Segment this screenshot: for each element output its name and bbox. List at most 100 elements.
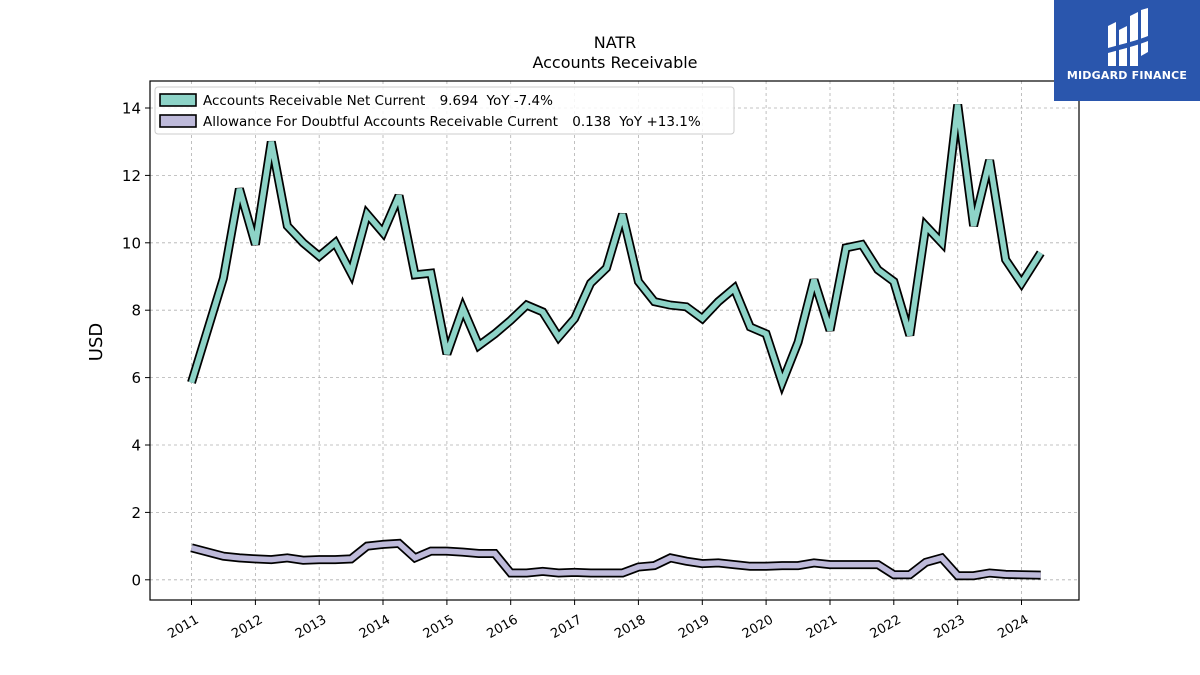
data-point bbox=[510, 320, 511, 321]
data-point bbox=[335, 559, 336, 560]
data-point bbox=[925, 562, 926, 563]
x-tick-label: 2013 bbox=[293, 612, 329, 642]
data-point bbox=[526, 573, 527, 574]
data-point bbox=[909, 335, 910, 336]
data-point bbox=[542, 311, 543, 312]
legend-entry-ar-net: Accounts Receivable Net Current 9.694 Yo… bbox=[203, 93, 553, 109]
data-point bbox=[319, 559, 320, 560]
data-point bbox=[367, 214, 368, 215]
data-point bbox=[430, 273, 431, 274]
legend-box bbox=[154, 86, 735, 135]
data-point bbox=[686, 306, 687, 307]
data-point bbox=[335, 242, 336, 243]
data-point bbox=[782, 565, 783, 566]
data-point bbox=[846, 564, 847, 565]
data-point bbox=[702, 563, 703, 564]
data-point bbox=[478, 553, 479, 554]
data-point bbox=[606, 268, 607, 269]
x-tick-label: 2023 bbox=[932, 612, 968, 642]
data-point bbox=[606, 573, 607, 574]
data-point bbox=[909, 574, 910, 575]
data-point bbox=[877, 269, 878, 270]
data-point bbox=[462, 552, 463, 553]
data-point bbox=[303, 560, 304, 561]
data-point bbox=[861, 244, 862, 245]
data-point bbox=[893, 574, 894, 575]
data-point bbox=[750, 327, 751, 328]
y-tick-label: 8 bbox=[131, 302, 141, 320]
x-tick-label: 2021 bbox=[804, 612, 840, 642]
plot-frame bbox=[149, 80, 1080, 601]
legend-yoy-ar-net: YoY -7.4% bbox=[486, 93, 554, 109]
data-point bbox=[814, 279, 815, 280]
data-point bbox=[718, 562, 719, 563]
data-point bbox=[558, 337, 559, 338]
data-point bbox=[893, 281, 894, 282]
data-point bbox=[782, 382, 783, 383]
x-tick-label: 2022 bbox=[868, 612, 904, 642]
legend-swatch-ar-net bbox=[159, 93, 197, 107]
data-point bbox=[670, 305, 671, 306]
data-point bbox=[830, 564, 831, 565]
x-tick-label: 2015 bbox=[421, 612, 457, 642]
legend-name-ar-net: Accounts Receivable Net Current bbox=[203, 93, 425, 109]
grid bbox=[150, 81, 1079, 600]
data-point bbox=[351, 558, 352, 559]
data-point bbox=[383, 544, 384, 545]
data-point bbox=[383, 232, 384, 233]
data-point bbox=[734, 288, 735, 289]
brand-name: MIDGARD FINANCE bbox=[1066, 69, 1188, 82]
x-tick-label: 2011 bbox=[165, 612, 201, 642]
y-tick-label: 12 bbox=[122, 167, 141, 185]
data-point bbox=[239, 557, 240, 558]
y-tick-label: 14 bbox=[122, 100, 141, 118]
data-point bbox=[191, 382, 192, 383]
data-point bbox=[877, 564, 878, 565]
legend-value-ar-net: 9.694 bbox=[440, 93, 479, 109]
data-point bbox=[957, 104, 958, 105]
data-point bbox=[446, 354, 447, 355]
legend-value-allowance: 0.138 bbox=[572, 114, 611, 130]
data-point bbox=[287, 557, 288, 558]
data-point bbox=[830, 330, 831, 331]
data-point bbox=[446, 551, 447, 552]
data-point bbox=[367, 546, 368, 547]
data-point bbox=[941, 242, 942, 243]
x-tick-label: 2017 bbox=[548, 612, 584, 642]
data-point bbox=[798, 342, 799, 343]
data-point bbox=[1005, 574, 1006, 575]
data-point bbox=[1040, 252, 1041, 253]
data-point bbox=[766, 566, 767, 567]
data-point bbox=[989, 573, 990, 574]
chart-subtitle: Accounts Receivable bbox=[532, 53, 697, 72]
y-tick-label: 0 bbox=[131, 571, 141, 589]
data-point bbox=[654, 301, 655, 302]
data-point bbox=[271, 559, 272, 560]
data-point bbox=[351, 273, 352, 274]
data-point bbox=[494, 553, 495, 554]
data-point bbox=[718, 301, 719, 302]
data-point bbox=[399, 543, 400, 544]
data-point bbox=[494, 333, 495, 334]
x-tick-label: 2020 bbox=[740, 612, 776, 642]
data-point bbox=[399, 195, 400, 196]
data-point bbox=[542, 571, 543, 572]
legend-name-allowance: Allowance For Doubtful Accounts Receivab… bbox=[203, 114, 558, 130]
data-point bbox=[462, 308, 463, 309]
y-tick-label: 10 bbox=[122, 234, 141, 252]
data-point bbox=[510, 573, 511, 574]
data-point bbox=[590, 573, 591, 574]
data-point bbox=[558, 573, 559, 574]
data-point bbox=[223, 556, 224, 557]
data-point bbox=[1005, 259, 1006, 260]
data-point bbox=[638, 567, 639, 568]
data-point bbox=[574, 572, 575, 573]
data-point bbox=[271, 141, 272, 142]
legend-entry-allowance: Allowance For Doubtful Accounts Receivab… bbox=[203, 114, 701, 130]
brand-logo: MIDGARD FINANCE bbox=[1054, 0, 1200, 101]
series-line-0 bbox=[188, 104, 1044, 391]
data-point bbox=[255, 558, 256, 559]
data-point bbox=[255, 244, 256, 245]
data-point bbox=[303, 242, 304, 243]
y-tick-label: 6 bbox=[131, 369, 141, 387]
